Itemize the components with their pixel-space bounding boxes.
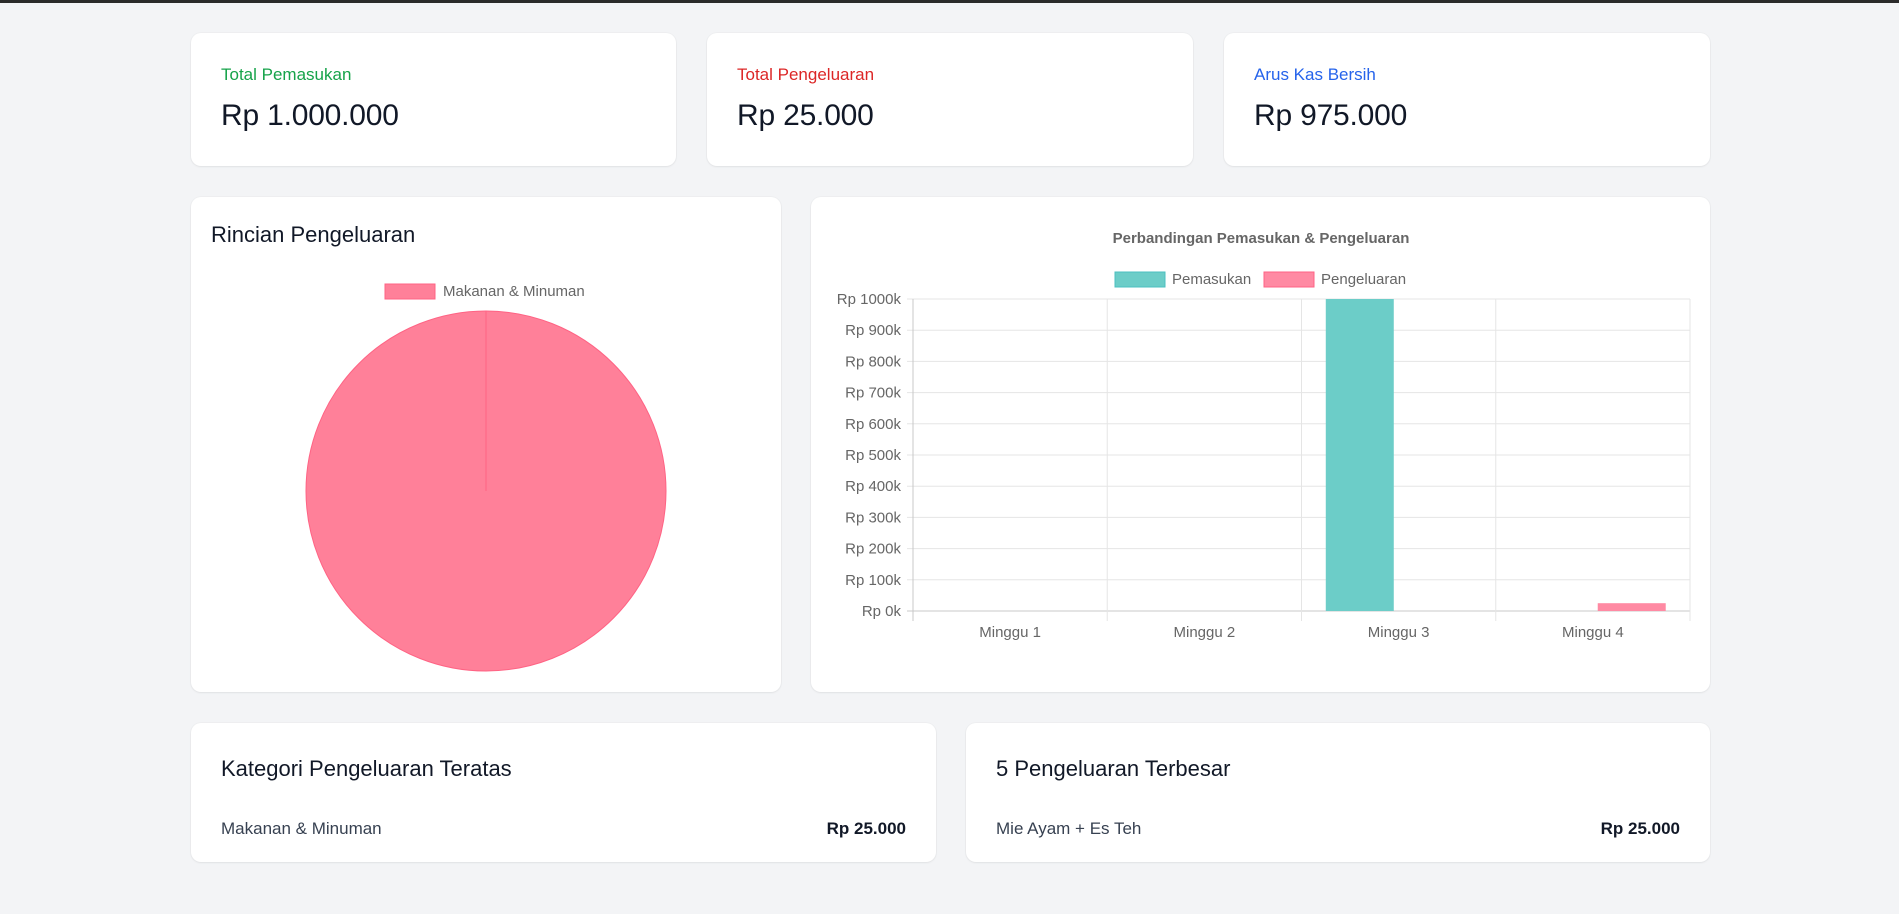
stat-value: Rp 25.000 [737,99,874,132]
chart-title: Perbandingan Pemasukan & Pengeluaran [1113,230,1410,247]
y-tick-label: Rp 600k [845,416,901,433]
stat-label: Arus Kas Bersih [1254,65,1376,84]
y-tick-label: Rp 500k [845,447,901,464]
list-item: Makanan & Minuman Rp 25.000 [221,819,906,839]
expense-pie-chart: Makanan & Minuman [305,283,667,672]
stat-label: Total Pengeluaran [737,65,875,84]
list-item-amount: Rp 25.000 [1600,819,1680,838]
stat-value: Rp 975.000 [1254,99,1408,132]
stat-label: Total Pemasukan [221,65,352,84]
y-tick-label: Rp 700k [845,385,901,402]
legend-label-pengeluaran[interactable]: Pengeluaran [1321,271,1406,288]
expense-breakdown-card: Rincian Pengeluaran Makanan & Minuman [191,197,781,692]
list-item-amount: Rp 25.000 [826,819,906,838]
stat-card-net-cashflow: Arus Kas Bersih Rp 975.000 [1224,33,1710,166]
x-tick-label: Minggu 1 [979,624,1041,641]
bar-pemasukan-minggu-3[interactable] [1325,299,1394,611]
list-item: Mie Ayam + Es Teh Rp 25.000 [996,819,1680,839]
income-expense-comparison-card: Perbandingan Pemasukan & Pengeluaran Pem… [811,197,1710,692]
y-tick-label: Rp 200k [845,541,901,558]
y-tick-label: Rp 800k [845,353,901,370]
y-tick-label: Rp 0k [862,603,902,620]
list-item-name: Mie Ayam + Es Teh [996,819,1142,838]
stat-card-expense: Total Pengeluaran Rp 25.000 [707,33,1193,166]
y-tick-label: Rp 100k [845,572,901,589]
bar-pengeluaran-minggu-4[interactable] [1597,603,1666,611]
top-border [0,0,1899,3]
stat-value: Rp 1.000.000 [221,99,399,132]
comparison-bar-chart: Perbandingan Pemasukan & Pengeluaran Pem… [837,230,1691,641]
legend-label-makanan-minuman[interactable]: Makanan & Minuman [443,283,585,300]
legend-swatch-pengeluaran[interactable] [1263,271,1315,288]
top-categories-card: Kategori Pengeluaran Teratas Makanan & M… [191,723,936,862]
legend-swatch-makanan-minuman[interactable] [384,283,436,300]
y-tick-label: Rp 1000k [837,291,902,308]
y-tick-label: Rp 900k [845,322,901,339]
x-tick-label: Minggu 4 [1562,624,1624,641]
top-expenses-card: 5 Pengeluaran Terbesar Mie Ayam + Es Teh… [966,723,1710,862]
x-tick-label: Minggu 2 [1174,624,1236,641]
card-title: Rincian Pengeluaran [211,222,416,247]
list-item-name: Makanan & Minuman [221,819,382,838]
x-tick-label: Minggu 3 [1368,624,1430,641]
card-title: 5 Pengeluaran Terbesar [996,756,1231,781]
y-tick-label: Rp 300k [845,509,901,526]
card-title: Kategori Pengeluaran Teratas [221,756,512,781]
y-tick-label: Rp 400k [845,478,901,495]
legend-label-pemasukan[interactable]: Pemasukan [1172,271,1251,288]
stat-card-income: Total Pemasukan Rp 1.000.000 [191,33,676,166]
legend-swatch-pemasukan[interactable] [1114,271,1166,288]
